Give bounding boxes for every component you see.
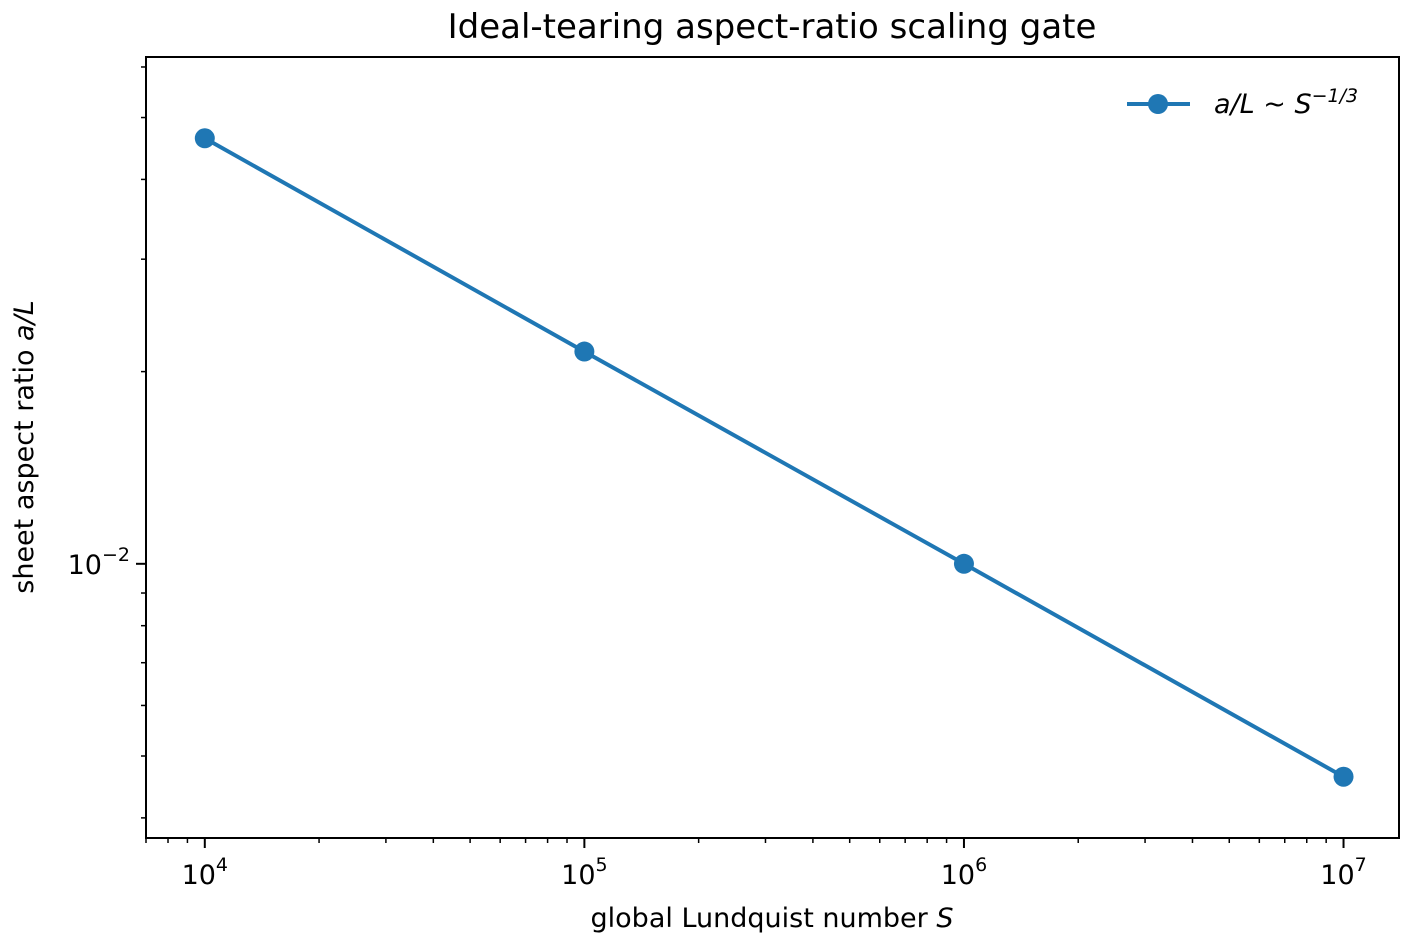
data-point (953, 553, 974, 574)
data-point (574, 341, 595, 362)
chart-title: Ideal-tearing aspect-ratio scaling gate (448, 7, 1097, 47)
plot-series (194, 128, 1354, 787)
x-tick-label: 104 (182, 854, 228, 891)
legend-entry: a/L ~ S−1/3 (1214, 85, 1358, 120)
series-line (203, 136, 1345, 779)
x-axis-label: global Lundquist number S (591, 903, 954, 934)
data-point (1333, 766, 1354, 787)
axis-ticks: 104 105 106 107 10−2 (68, 66, 1367, 891)
data-point (194, 128, 215, 149)
x-tick-label: 106 (941, 854, 987, 891)
y-axis-label: sheet aspect ratio a/L (9, 300, 40, 593)
legend-marker (1148, 94, 1168, 114)
legend: a/L ~ S−1/3 (1127, 85, 1358, 120)
x-tick-label: 105 (561, 854, 607, 891)
plot-frame (145, 56, 1400, 839)
y-tick-label: 10−2 (68, 544, 130, 581)
x-tick-label: 107 (1320, 854, 1366, 891)
